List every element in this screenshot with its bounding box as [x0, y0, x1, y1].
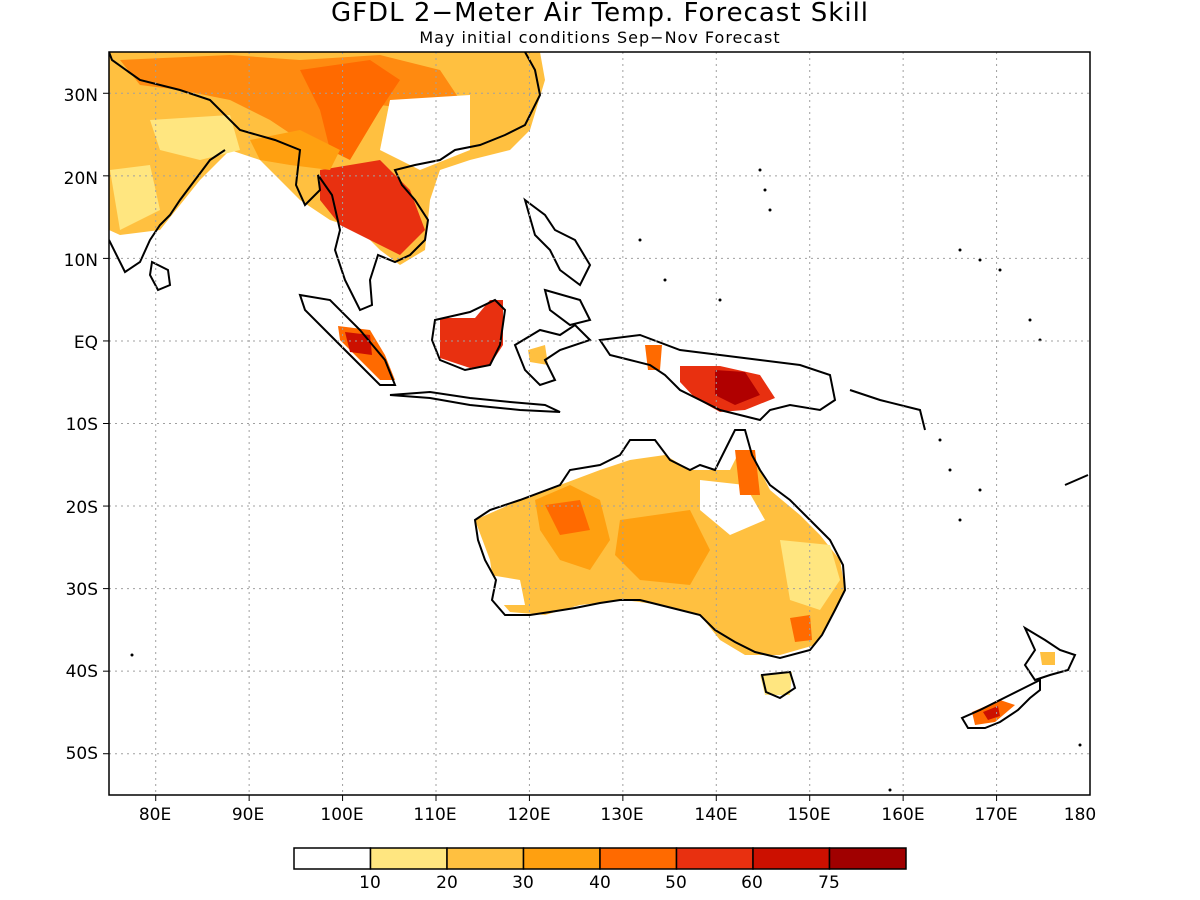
lon-label: 80E [139, 805, 171, 825]
lat-label: 30S [66, 580, 98, 600]
colorbar-label: 60 [741, 873, 763, 893]
lon-label: 90E [232, 805, 264, 825]
lat-label: EQ [74, 333, 98, 353]
lon-label: 160E [881, 805, 924, 825]
lon-label: 140E [694, 805, 737, 825]
coastlines [109, 52, 1089, 729]
lon-label: 100E [320, 805, 363, 825]
gridlines [109, 52, 1090, 795]
colorbar-swatch [293, 847, 372, 870]
islands [130, 168, 1082, 792]
lon-label: 120E [507, 805, 550, 825]
lat-label: 20S [66, 498, 98, 518]
colorbar-swatch [675, 847, 754, 870]
colorbar-label: 40 [589, 873, 611, 893]
longitude-labels: 80E 90E 100E 110E 120E 130E 140E 150E 16… [139, 805, 1096, 825]
latitude-labels: 30N 20N 10N EQ 10S 20S 30S 40S 50S [64, 86, 98, 764]
axis-ticks [103, 92, 998, 801]
lat-label: 20N [64, 169, 98, 189]
colorbar-swatch [522, 847, 601, 870]
lon-label: 130E [600, 805, 643, 825]
lon-label: 150E [787, 805, 830, 825]
chart-title: GFDL 2−Meter Air Temp. Forecast Skill [330, 0, 870, 28]
chart-subtitle: May initial conditions Sep−Nov Forecast [419, 28, 781, 47]
lat-label: 10S [66, 415, 98, 435]
lon-label: 170E [974, 805, 1017, 825]
lon-label: 110E [413, 805, 456, 825]
colorbar-label: 75 [818, 873, 840, 893]
colorbar-label: 50 [665, 873, 687, 893]
colorbar-swatch [599, 847, 678, 870]
plot-frame [108, 51, 1091, 796]
colorbar-swatch [446, 847, 525, 870]
colorbar: 10 20 30 40 50 60 75 [293, 847, 907, 893]
lat-label: 40S [66, 662, 98, 682]
colorbar-label: 30 [512, 873, 534, 893]
colorbar-swatch [752, 847, 831, 870]
lat-label: 10N [64, 251, 98, 271]
colorbar-label: 20 [436, 873, 458, 893]
lon-label: 180 [1064, 805, 1096, 825]
lat-label: 30N [64, 86, 98, 106]
skill-shading [109, 52, 1055, 725]
colorbar-swatch [828, 847, 907, 870]
colorbar-swatch [369, 847, 448, 870]
colorbar-label: 10 [359, 873, 381, 893]
lat-label: 50S [66, 744, 98, 764]
